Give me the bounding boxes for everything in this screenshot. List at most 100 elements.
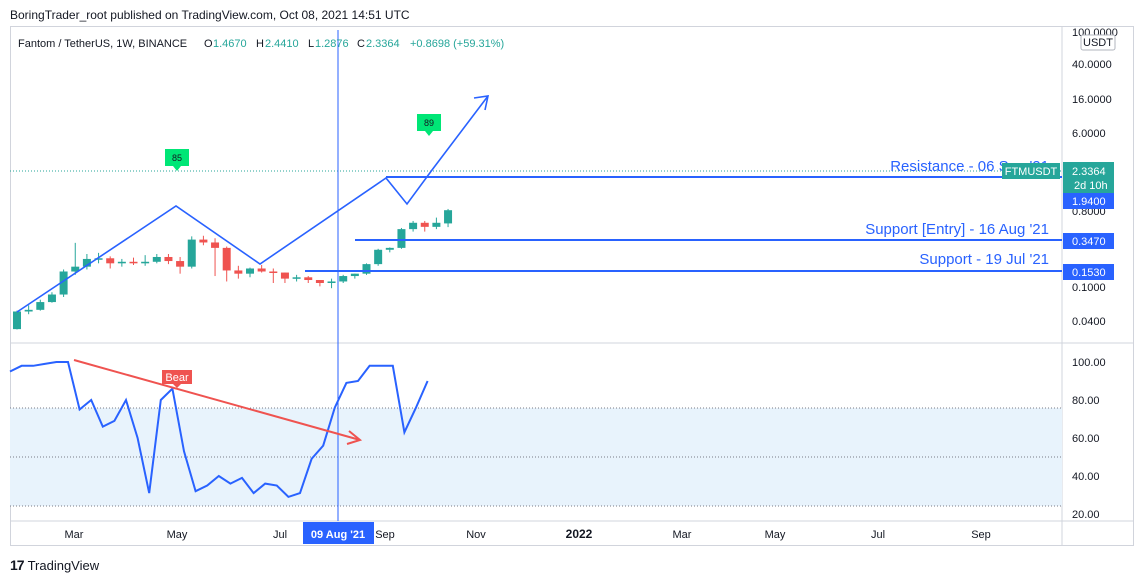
candle [397, 227, 406, 249]
candle [176, 256, 185, 274]
candle-body [94, 258, 103, 260]
candle-body [222, 247, 231, 271]
candle [141, 255, 150, 266]
candle [350, 273, 359, 279]
candle-body [47, 294, 56, 303]
level-tag-2-label: 0.3470 [1072, 236, 1106, 248]
time-tick: May [765, 529, 786, 541]
bear-tag: Bear [162, 370, 192, 388]
candle-body [327, 281, 336, 284]
candle [152, 253, 161, 264]
candle-body [106, 258, 115, 264]
ohlc-legend: Fantom / TetherUS, 1W, BINANCE O 1.4670 … [18, 38, 504, 50]
candle [339, 274, 348, 284]
last-price-tag [1063, 162, 1114, 193]
tradingview-logo-icon: 17 [10, 557, 25, 573]
candle-body [129, 261, 138, 264]
candle [374, 248, 383, 266]
candle [187, 236, 196, 269]
candle [420, 220, 429, 232]
trend-arrowhead [473, 95, 490, 111]
publisher-line: BoringTrader_root published on TradingVi… [10, 8, 410, 22]
price-tick: 0.0400 [1072, 316, 1106, 328]
time-tick: Jul [273, 529, 287, 541]
legend-c-label: C [357, 38, 365, 50]
candle [444, 208, 453, 228]
candle [24, 305, 33, 315]
candle [106, 256, 115, 269]
currency-label: USDT [1083, 37, 1113, 49]
oscillator-axis[interactable]: 100.00 80.00 60.00 40.00 20.00 [1072, 357, 1106, 521]
legend-c-value: 2.3364 [366, 38, 400, 50]
marker-85-label: 85 [172, 153, 182, 163]
candle [304, 276, 313, 284]
time-tick: 2022 [566, 527, 593, 541]
candle-body [24, 309, 33, 312]
level-tag-3 [1063, 264, 1114, 280]
time-tick: Mar [673, 529, 692, 541]
candle-body [141, 261, 150, 264]
level-tag-1-label: 1.9400 [1072, 196, 1106, 208]
candle [315, 280, 324, 287]
time-tick: Nov [466, 529, 486, 541]
oscillator-line [9, 361, 429, 499]
currency-box[interactable] [1080, 34, 1116, 51]
last-price-symbol-tag [1002, 163, 1060, 179]
chart-frame[interactable] [10, 26, 1134, 546]
candle-body [211, 242, 220, 248]
legend-l-label: L [308, 38, 314, 50]
candle [222, 246, 231, 282]
candle [164, 253, 173, 265]
candle [71, 242, 80, 275]
legend-o-value: 1.4670 [213, 38, 247, 50]
footer-brand: TradingView [27, 557, 100, 573]
candle-body [397, 229, 406, 248]
marker-89-label: 89 [424, 118, 434, 128]
osc-tick: 40.00 [1072, 471, 1100, 483]
support-label: Support - 19 Jul '21 [919, 251, 1049, 268]
candle-body [432, 222, 441, 227]
candle-body [385, 247, 394, 250]
candle-body [234, 270, 243, 274]
candle-body [280, 272, 289, 279]
candle-body [374, 249, 383, 265]
candle [432, 217, 441, 230]
legend-o-label: O [204, 38, 213, 50]
candle [280, 272, 289, 284]
candle [36, 299, 45, 311]
candle-body [246, 268, 254, 274]
candle-body [71, 266, 80, 272]
candle-body [152, 256, 161, 262]
candle [82, 253, 91, 270]
legend-h-value: 2.4410 [265, 38, 299, 50]
bear-label: Bear [165, 372, 189, 384]
candle-body [420, 222, 429, 227]
candle-body [13, 311, 21, 330]
legend-symbol: Fantom / TetherUS, 1W, BINANCE [18, 38, 187, 50]
candle [292, 274, 301, 282]
candle [409, 220, 418, 232]
level-tag-2 [1063, 233, 1114, 249]
last-price: 2.3364 [1072, 166, 1106, 178]
price-tick: 40.0000 [1072, 59, 1112, 71]
legend-l-value: 1.2876 [315, 38, 349, 50]
countdown: 2d 10h [1074, 180, 1108, 192]
time-axis[interactable]: Mar May Jul Sep Nov 2022 Mar May Jul Sep… [65, 522, 991, 544]
price-axis[interactable]: 100.0000 USDT 40.0000 16.0000 6.0000 0.8… [1002, 27, 1118, 328]
legend-h-label: H [256, 38, 264, 50]
osc-tick: 80.00 [1072, 395, 1100, 407]
candle [246, 267, 254, 278]
candle [234, 265, 243, 279]
candle-body [176, 261, 185, 267]
candle [257, 264, 266, 273]
footer[interactable]: 17 TradingView [10, 557, 99, 573]
candle [13, 310, 21, 330]
candle [385, 247, 394, 253]
bear-divergence-line [73, 359, 361, 441]
last-price-symbol: FTMUSDT [1005, 166, 1058, 178]
crosshair-date: 09 Aug '21 [311, 529, 365, 541]
candle-body [164, 256, 173, 262]
crosshair-date-tag [303, 522, 374, 544]
osc-tick: 100.00 [1072, 357, 1106, 369]
